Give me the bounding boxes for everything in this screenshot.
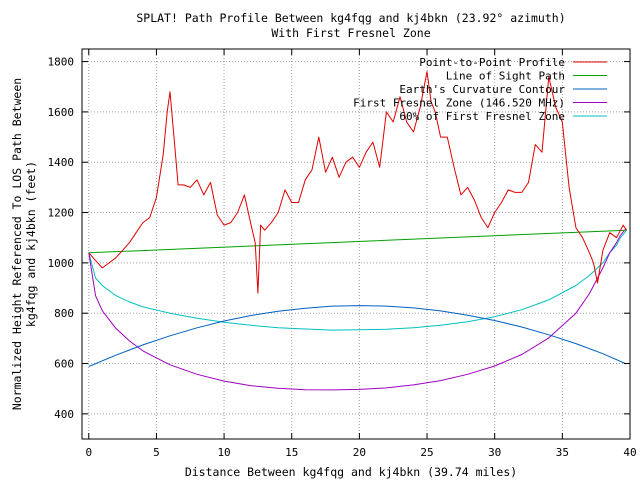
- y-tick-label: 800: [54, 307, 74, 320]
- x-tick-label: 20: [353, 446, 366, 459]
- series-line-0: [88, 71, 627, 294]
- x-axis-label: Distance Between kg4fqg and kj4bkn (39.7…: [185, 465, 517, 479]
- x-tick-label: 0: [85, 446, 92, 459]
- y-tick-label: 600: [54, 358, 74, 371]
- y-axis-label-line-2: kg4fqg and kj4bkn (feet): [24, 161, 38, 327]
- x-tick-label: 30: [488, 446, 501, 459]
- chart-subtitle: With First Fresnel Zone: [271, 26, 430, 40]
- x-tick-label: 25: [420, 446, 433, 459]
- x-tick-label: 5: [153, 446, 160, 459]
- x-tick-label: 35: [556, 446, 569, 459]
- chart-title: SPLAT! Path Profile Between kg4fqg and k…: [136, 11, 565, 25]
- x-tick-label: 10: [217, 446, 230, 459]
- series-line-3: [88, 228, 627, 391]
- plot-border: [81, 48, 631, 440]
- x-tick-label: 15: [285, 446, 298, 459]
- y-tick-label: 400: [54, 408, 74, 421]
- series-line-2: [88, 305, 627, 367]
- y-tick-label: 1000: [48, 257, 75, 270]
- legend-label-0: Point-to-Point Profile: [419, 56, 565, 69]
- y-tick-label: 1600: [48, 106, 75, 119]
- legend-label-3: First Fresnel Zone (146.520 MHz): [353, 97, 565, 110]
- legend-label-2: Earth's Curvature Contour: [399, 83, 565, 96]
- series-line-1: [88, 229, 627, 254]
- y-tick-label: 1200: [48, 207, 75, 220]
- legend-label-4: 60% of First Fresnel Zone: [399, 110, 565, 123]
- y-axis-label-line-1: Normalized Height Referenced To LOS Path…: [10, 78, 24, 410]
- x-tick-label: 40: [623, 446, 636, 459]
- y-tick-label: 1800: [48, 56, 75, 69]
- ticks: 0 5 10 15 20 25 30 35 40 400 600 800 1000 1200 1400 160…: [48, 49, 637, 459]
- series-line-4: [88, 229, 627, 331]
- legend-label-1: Line of Sight Path: [446, 70, 565, 83]
- series-lines: [88, 71, 627, 391]
- y-tick-label: 1400: [48, 156, 75, 169]
